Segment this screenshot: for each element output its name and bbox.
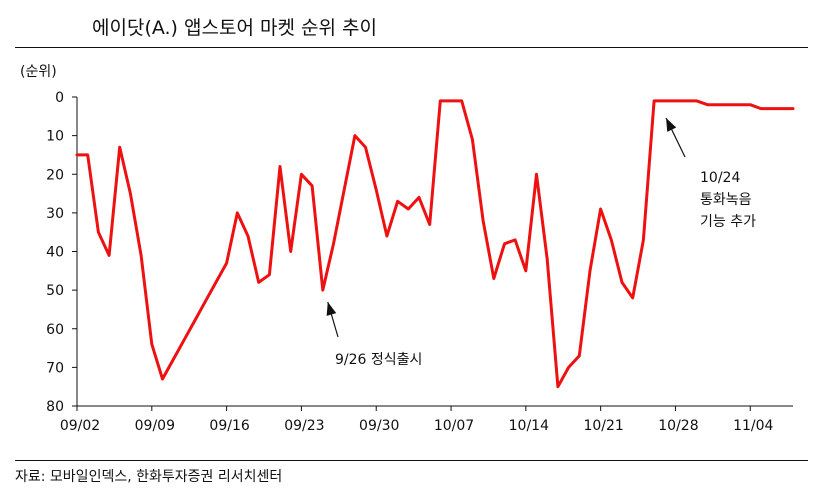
series-line-rank [75,99,795,389]
y-tick-label: 20 [46,167,64,183]
x-tick-label: 09/23 [284,418,324,434]
y-tick-label: 10 [46,129,64,145]
x-tick-label: 09/09 [135,418,175,434]
bottom-rule [15,460,808,461]
annotation-feature-text: 통화녹음 [700,192,752,208]
x-tick-label: 10/28 [658,418,698,434]
x-tick-label: 09/02 [60,418,100,434]
y-tick-label: 50 [46,283,64,299]
series-group [75,99,795,389]
source-note: 자료: 모바일인덱스, 한화투자증권 리서치센터 [15,469,283,485]
x-tick-labels: 09/02 09/09 09/16 09/23 09/30 10/07 10/14 10/21… [60,418,774,434]
y-tick-label: 0 [55,90,64,106]
y-tick-label: 40 [46,245,64,261]
y-tick-label: 60 [46,322,64,338]
x-tick-label: 09/30 [359,418,399,434]
x-tick-label: 09/16 [209,418,249,434]
arrow-head [326,302,337,316]
chart-title: 에이닷(A.) 앱스토어 마켓 순위 추이 [92,17,377,39]
x-tick-label: 10/14 [509,418,549,434]
x-tick-label: 10/07 [434,418,474,434]
y-tick-label: 30 [46,206,64,222]
y-tick-labels: 0 10 20 30 40 50 60 70 80 [46,90,64,415]
annotation-feature-text: 기능 추가 [700,214,756,230]
y-tick-label: 70 [46,360,64,376]
top-rule [15,47,808,48]
x-tick-label: 11/04 [733,418,773,434]
annotation-launch-text: 9/26 정식출시 [335,352,422,368]
y-tick-label: 80 [46,399,64,415]
arrow-head [666,118,677,132]
annotation-feature-text: 10/24 [700,170,740,186]
annotation-arrow-launch [326,301,339,338]
y-axis-label: (순위) [20,64,57,80]
annotation-arrow-feature [665,117,686,158]
x-tick-label: 10/21 [583,418,623,434]
axes [72,96,793,411]
